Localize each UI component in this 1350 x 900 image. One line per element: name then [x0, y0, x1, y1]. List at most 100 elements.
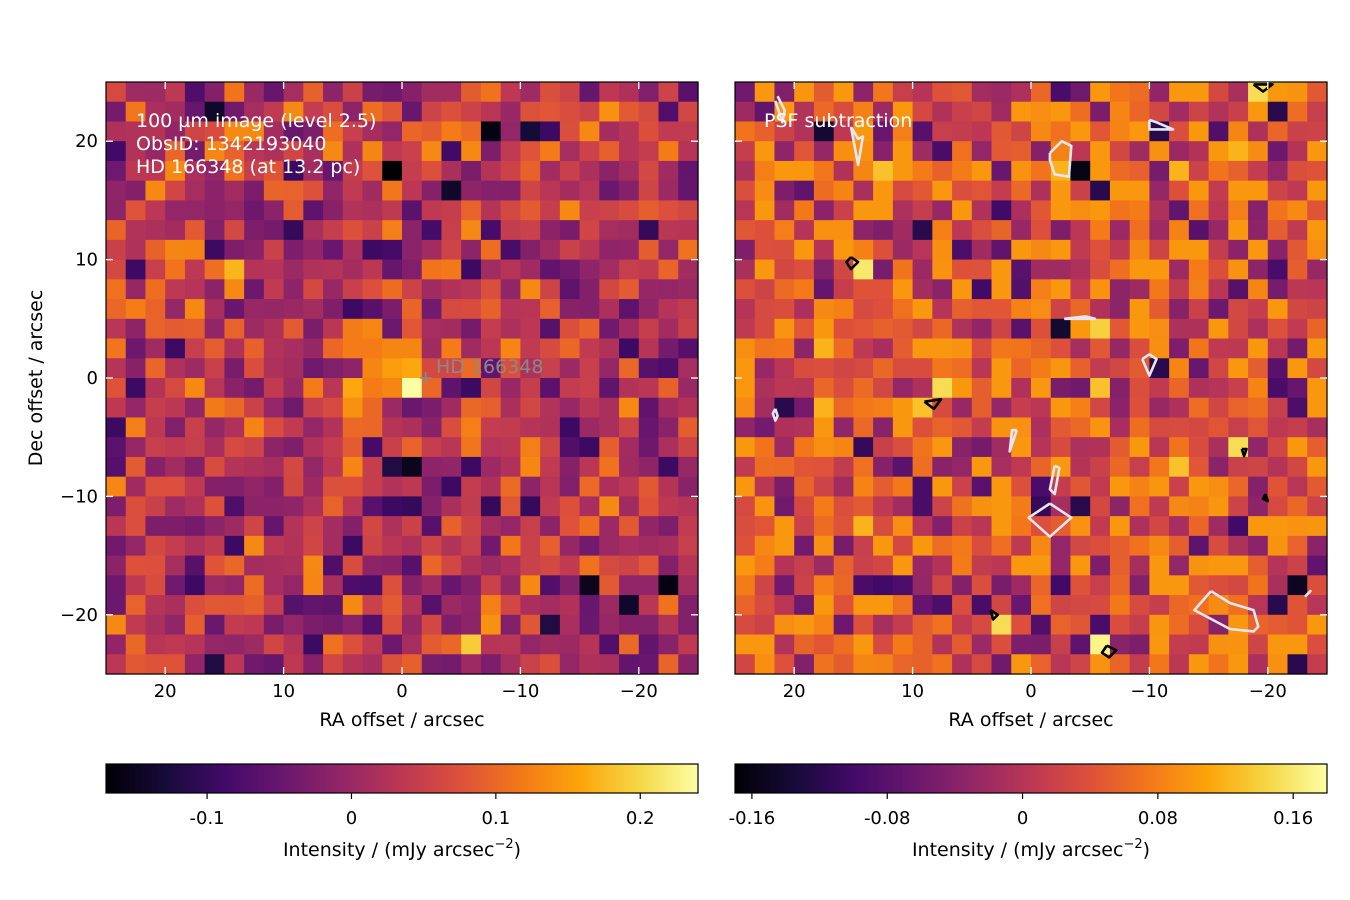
heatmap-pixel [263, 378, 285, 399]
heatmap-pixel [1208, 299, 1229, 320]
heatmap-pixel [873, 595, 894, 616]
heatmap-pixel [283, 397, 304, 419]
heatmap-pixel [1307, 239, 1328, 261]
heatmap-pixel [991, 476, 1012, 497]
heatmap-pixel [774, 476, 795, 497]
heatmap-pixel [1031, 101, 1052, 123]
heatmap-pixel [638, 180, 660, 201]
heatmap-pixel [1248, 101, 1269, 123]
heatmap-pixel [500, 82, 521, 103]
heatmap-pixel [1267, 456, 1289, 478]
heatmap-pixel [184, 299, 206, 320]
heatmap-pixel [912, 358, 933, 379]
heatmap-pixel [991, 338, 1012, 359]
heatmap-pixel [932, 82, 953, 103]
heatmap-pixel [1188, 378, 1210, 399]
heatmap-pixel [599, 456, 620, 478]
heatmap-pixel [579, 358, 600, 379]
heatmap-pixel [1109, 476, 1131, 497]
heatmap-pixel [1248, 220, 1269, 241]
heatmap-pixel [323, 437, 344, 458]
heatmap-pixel [579, 397, 600, 419]
heatmap-pixel [932, 141, 953, 162]
heatmap-pixel [912, 279, 933, 300]
heatmap-pixel [892, 496, 914, 517]
heatmap-pixel [224, 259, 245, 280]
heatmap-pixel [1149, 279, 1170, 300]
heatmap-pixel [165, 555, 186, 576]
heatmap-pixel [952, 160, 973, 182]
heatmap-pixel [754, 654, 776, 675]
heatmap-pixel [873, 614, 894, 636]
heatmap-pixel [794, 220, 815, 241]
heatmap-pixel [500, 358, 521, 379]
heatmap-pixel [1248, 180, 1269, 201]
heatmap-pixel [342, 634, 364, 655]
heatmap-pixel [1228, 279, 1249, 300]
heatmap-pixel [323, 476, 344, 497]
heatmap-pixel [106, 358, 127, 379]
heatmap-pixel [1149, 397, 1170, 419]
heatmap-pixel [1248, 239, 1269, 261]
heatmap-pixel [1307, 358, 1328, 379]
heatmap-pixel [678, 476, 699, 497]
heatmap-pixel [461, 614, 482, 636]
heatmap-pixel [106, 614, 127, 636]
heatmap-pixel [1208, 279, 1229, 300]
heatmap-pixel [1169, 654, 1190, 675]
heatmap-pixel [204, 595, 225, 616]
heatmap-pixel [853, 654, 874, 675]
heatmap-pixel [912, 595, 933, 616]
heatmap-pixel [303, 634, 324, 655]
heatmap-pixel [952, 239, 973, 261]
heatmap-pixel [1287, 378, 1308, 399]
heatmap-pixel [638, 200, 660, 221]
heatmap-pixel [619, 101, 640, 123]
heatmap-pixel [184, 239, 206, 261]
heatmap-pixel [1169, 82, 1190, 103]
heatmap-pixel [244, 417, 265, 438]
heatmap-pixel [892, 437, 914, 458]
heatmap-pixel [774, 338, 795, 359]
heatmap-pixel [619, 378, 640, 399]
heatmap-pixel [184, 101, 206, 123]
heatmap-pixel [263, 299, 285, 320]
heatmap-pixel [658, 595, 679, 616]
right-contours [771, 83, 1312, 659]
heatmap-pixel [678, 101, 699, 123]
heatmap-pixel [833, 654, 854, 675]
heatmap-pixel [1248, 200, 1269, 221]
heatmap-pixel [1109, 239, 1131, 261]
heatmap-pixel [1169, 476, 1190, 497]
heatmap-pixel [619, 476, 640, 497]
heatmap-pixel [579, 160, 600, 182]
heatmap-pixel [971, 397, 993, 419]
heatmap-pixel [303, 614, 324, 636]
heatmap-pixel [794, 200, 815, 221]
heatmap-pixel [283, 575, 304, 596]
heatmap-pixel [912, 496, 933, 517]
heatmap-pixel [559, 397, 581, 419]
heatmap-pixel [362, 200, 383, 221]
heatmap-pixel [1208, 476, 1229, 497]
colorbar-tick-label: 0.16 [1273, 808, 1313, 829]
heatmap-pixel [421, 535, 443, 557]
heatmap-pixel [833, 496, 854, 517]
heatmap-pixel [833, 220, 854, 241]
left-colorbar-label-main: Intensity / (mJy arcsec [283, 839, 495, 861]
heatmap-pixel [658, 160, 679, 182]
heatmap-pixel [1307, 516, 1328, 537]
heatmap-pixel [500, 575, 521, 596]
negative-contour [849, 126, 865, 167]
heatmap-pixel [619, 634, 640, 655]
heatmap-pixel [813, 200, 835, 221]
right-colorbar-ticks: -0.16 -0.08 0 0.08 0.16 [729, 793, 1313, 829]
heatmap-pixel [1129, 417, 1150, 438]
heatmap-pixel [402, 614, 423, 636]
heatmap-pixel [813, 516, 835, 537]
heatmap-pixel [1208, 437, 1229, 458]
heatmap-pixel [833, 239, 854, 261]
heatmap-pixel [1248, 397, 1269, 419]
heatmap-pixel [1188, 220, 1210, 241]
heatmap-pixel [952, 318, 973, 340]
